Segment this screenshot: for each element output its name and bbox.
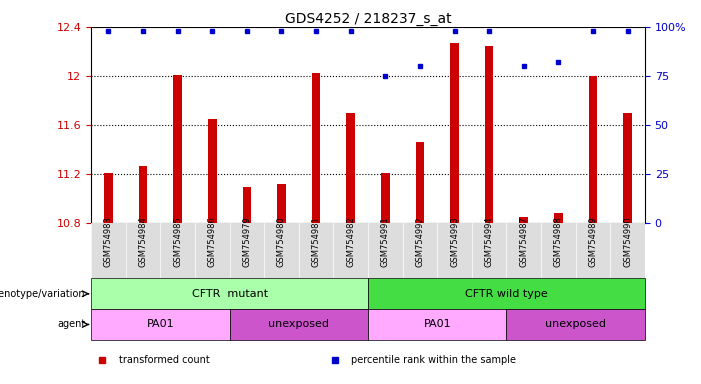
Bar bbox=[368, 309, 507, 340]
Title: GDS4252 / 218237_s_at: GDS4252 / 218237_s_at bbox=[285, 12, 451, 26]
Bar bbox=[104, 172, 113, 223]
Bar bbox=[485, 46, 494, 223]
Bar bbox=[91, 278, 368, 309]
Text: unexposed: unexposed bbox=[545, 319, 606, 329]
Text: CFTR wild type: CFTR wild type bbox=[465, 289, 548, 299]
Bar bbox=[368, 278, 645, 309]
Bar bbox=[208, 119, 217, 223]
Text: percentile rank within the sample: percentile rank within the sample bbox=[351, 355, 517, 365]
Text: genotype/variation: genotype/variation bbox=[0, 289, 86, 299]
Bar bbox=[173, 74, 182, 223]
Bar bbox=[312, 73, 320, 223]
Bar bbox=[554, 213, 563, 223]
Bar bbox=[381, 172, 390, 223]
Bar bbox=[346, 113, 355, 223]
Bar bbox=[519, 217, 528, 223]
Bar bbox=[277, 184, 286, 223]
Text: CFTR  mutant: CFTR mutant bbox=[191, 289, 268, 299]
Bar bbox=[416, 142, 424, 223]
Bar bbox=[243, 187, 251, 223]
Bar bbox=[230, 309, 368, 340]
Text: transformed count: transformed count bbox=[119, 355, 210, 365]
Bar bbox=[91, 309, 230, 340]
Bar bbox=[450, 43, 459, 223]
Text: unexposed: unexposed bbox=[268, 319, 329, 329]
Bar bbox=[589, 76, 597, 223]
Text: PA01: PA01 bbox=[147, 319, 174, 329]
Text: agent: agent bbox=[57, 319, 86, 329]
Bar bbox=[139, 166, 147, 223]
Bar bbox=[623, 113, 632, 223]
Text: PA01: PA01 bbox=[423, 319, 451, 329]
Bar bbox=[507, 309, 645, 340]
